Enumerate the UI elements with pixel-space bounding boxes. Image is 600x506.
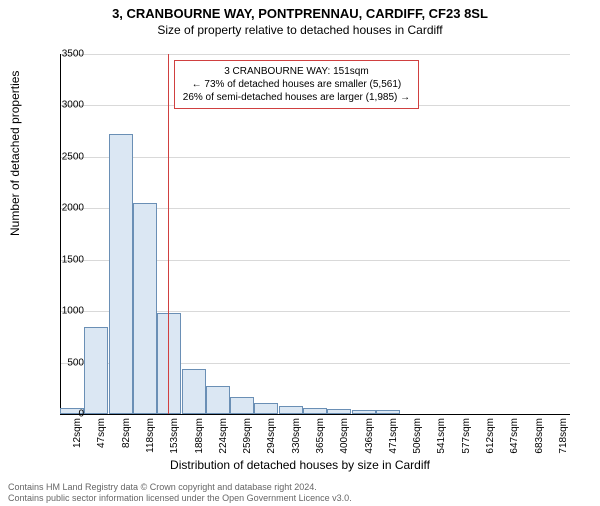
histogram-bar	[254, 403, 278, 414]
info-box: 3 CRANBOURNE WAY: 151sqm← 73% of detache…	[174, 60, 419, 109]
xtick-label: 118sqm	[145, 418, 156, 458]
histogram-bar	[206, 386, 230, 414]
footer-line1: Contains HM Land Registry data © Crown c…	[8, 482, 352, 493]
xtick-label: 577sqm	[461, 418, 472, 458]
infobox-line: 26% of semi-detached houses are larger (…	[183, 91, 410, 104]
xtick-label: 153sqm	[169, 418, 180, 458]
xtick-label: 82sqm	[121, 418, 132, 458]
footer-attribution: Contains HM Land Registry data © Crown c…	[8, 482, 352, 504]
ytick-label: 3000	[62, 100, 84, 111]
y-axis-label: Number of detached properties	[8, 71, 22, 236]
xtick-label: 294sqm	[266, 418, 277, 458]
histogram-bar	[230, 397, 254, 414]
xtick-label: 12sqm	[72, 418, 83, 458]
chart-title: 3, CRANBOURNE WAY, PONTPRENNAU, CARDIFF,…	[0, 6, 600, 21]
histogram-bar	[182, 369, 206, 414]
ytick-label: 2000	[62, 203, 84, 214]
ytick-label: 1000	[62, 306, 84, 317]
xtick-label: 683sqm	[534, 418, 545, 458]
xtick-label: 365sqm	[315, 418, 326, 458]
ytick-label: 2500	[62, 151, 84, 162]
histogram-bar	[279, 406, 303, 414]
histogram-bar	[133, 203, 157, 414]
xtick-label: 612sqm	[485, 418, 496, 458]
gridline	[60, 54, 570, 55]
histogram-bar	[84, 327, 108, 414]
xtick-label: 718sqm	[558, 418, 569, 458]
histogram-bar	[327, 409, 351, 414]
xtick-label: 471sqm	[388, 418, 399, 458]
ytick-label: 500	[67, 357, 84, 368]
chart-subtitle: Size of property relative to detached ho…	[0, 23, 600, 37]
xtick-label: 400sqm	[339, 418, 350, 458]
xtick-label: 506sqm	[412, 418, 423, 458]
marker-line	[168, 54, 169, 414]
xtick-label: 224sqm	[218, 418, 229, 458]
xtick-label: 259sqm	[242, 418, 253, 458]
xtick-label: 188sqm	[194, 418, 205, 458]
xtick-label: 541sqm	[436, 418, 447, 458]
xtick-label: 436sqm	[364, 418, 375, 458]
infobox-line: 3 CRANBOURNE WAY: 151sqm	[183, 65, 410, 78]
xtick-label: 647sqm	[509, 418, 520, 458]
histogram-bar	[157, 313, 181, 414]
histogram-bar	[352, 410, 376, 414]
ytick-label: 3500	[62, 49, 84, 60]
xtick-label: 47sqm	[96, 418, 107, 458]
xtick-label: 330sqm	[291, 418, 302, 458]
footer-line2: Contains public sector information licen…	[8, 493, 352, 504]
gridline	[60, 157, 570, 158]
histogram-bar	[109, 134, 133, 414]
plot-area: 3 CRANBOURNE WAY: 151sqm← 73% of detache…	[60, 54, 570, 414]
chart-container: 3, CRANBOURNE WAY, PONTPRENNAU, CARDIFF,…	[0, 6, 600, 506]
infobox-line: ← 73% of detached houses are smaller (5,…	[183, 78, 410, 91]
histogram-bar	[376, 410, 400, 414]
histogram-bar	[303, 408, 327, 414]
x-axis-label: Distribution of detached houses by size …	[0, 458, 600, 472]
ytick-label: 1500	[62, 254, 84, 265]
